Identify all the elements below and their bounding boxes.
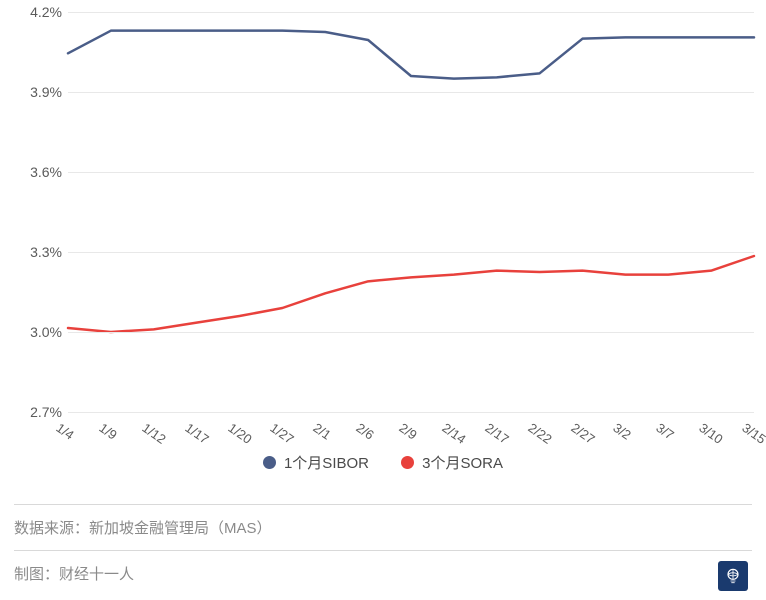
- gridline: [68, 172, 754, 173]
- x-tick-label: 3/2: [611, 420, 634, 443]
- x-tick-label: 2/9: [396, 420, 419, 443]
- x-tick-label: 1/20: [225, 420, 254, 447]
- x-tick-label: 1/4: [53, 420, 76, 443]
- legend-item-sora: 3个月SORA: [401, 452, 503, 473]
- footer-source: 数据来源：新加坡金融管理局（MAS）: [14, 504, 752, 550]
- legend-item-sibor: 1个月SIBOR: [263, 452, 369, 473]
- gridline: [68, 92, 754, 93]
- plot-area: [68, 12, 754, 412]
- gridline: [68, 332, 754, 333]
- x-tick-label: 1/27: [268, 420, 297, 447]
- x-tick-label: 2/27: [568, 420, 597, 447]
- legend-dot-sora: [401, 456, 414, 469]
- x-tick-label: 1/9: [96, 420, 119, 443]
- x-tick-label: 2/1: [311, 420, 334, 443]
- source-text: 数据来源：新加坡金融管理局（MAS）: [14, 520, 272, 537]
- watermark-icon: [718, 561, 748, 591]
- y-tick-label: 3.9%: [14, 84, 62, 100]
- x-tick-label: 2/6: [354, 420, 377, 443]
- credit-text: 制图：财经十一人: [14, 566, 134, 583]
- x-tick-label: 3/7: [654, 420, 677, 443]
- x-tick-label: 1/17: [182, 420, 211, 447]
- legend-label-sibor: 1个月SIBOR: [284, 452, 369, 473]
- legend-label-sora: 3个月SORA: [422, 452, 503, 473]
- x-tick-label: 2/14: [439, 420, 468, 447]
- gridline: [68, 252, 754, 253]
- x-axis-labels: 1/41/91/121/171/201/272/12/62/92/142/172…: [68, 420, 754, 448]
- y-tick-label: 3.3%: [14, 244, 62, 260]
- gridline: [68, 412, 754, 413]
- legend-dot-sibor: [263, 456, 276, 469]
- y-tick-label: 3.6%: [14, 164, 62, 180]
- x-tick-label: 3/15: [739, 420, 766, 447]
- x-tick-label: 3/10: [697, 420, 726, 447]
- y-tick-label: 3.0%: [14, 324, 62, 340]
- series-line: [68, 31, 754, 79]
- x-tick-label: 2/22: [525, 420, 554, 447]
- x-tick-label: 1/12: [139, 420, 168, 447]
- x-tick-label: 2/17: [482, 420, 511, 447]
- legend: 1个月SIBOR 3个月SORA: [0, 452, 766, 473]
- series-line: [68, 256, 754, 332]
- footer-credit: 制图：财经十一人: [14, 550, 752, 600]
- y-tick-label: 4.2%: [14, 4, 62, 20]
- gridline: [68, 12, 754, 13]
- line-svg: [68, 12, 754, 412]
- chart-container: 1/41/91/121/171/201/272/12/62/92/142/172…: [14, 12, 754, 440]
- footer: 数据来源：新加坡金融管理局（MAS） 制图：财经十一人: [14, 504, 752, 600]
- y-tick-label: 2.7%: [14, 404, 62, 420]
